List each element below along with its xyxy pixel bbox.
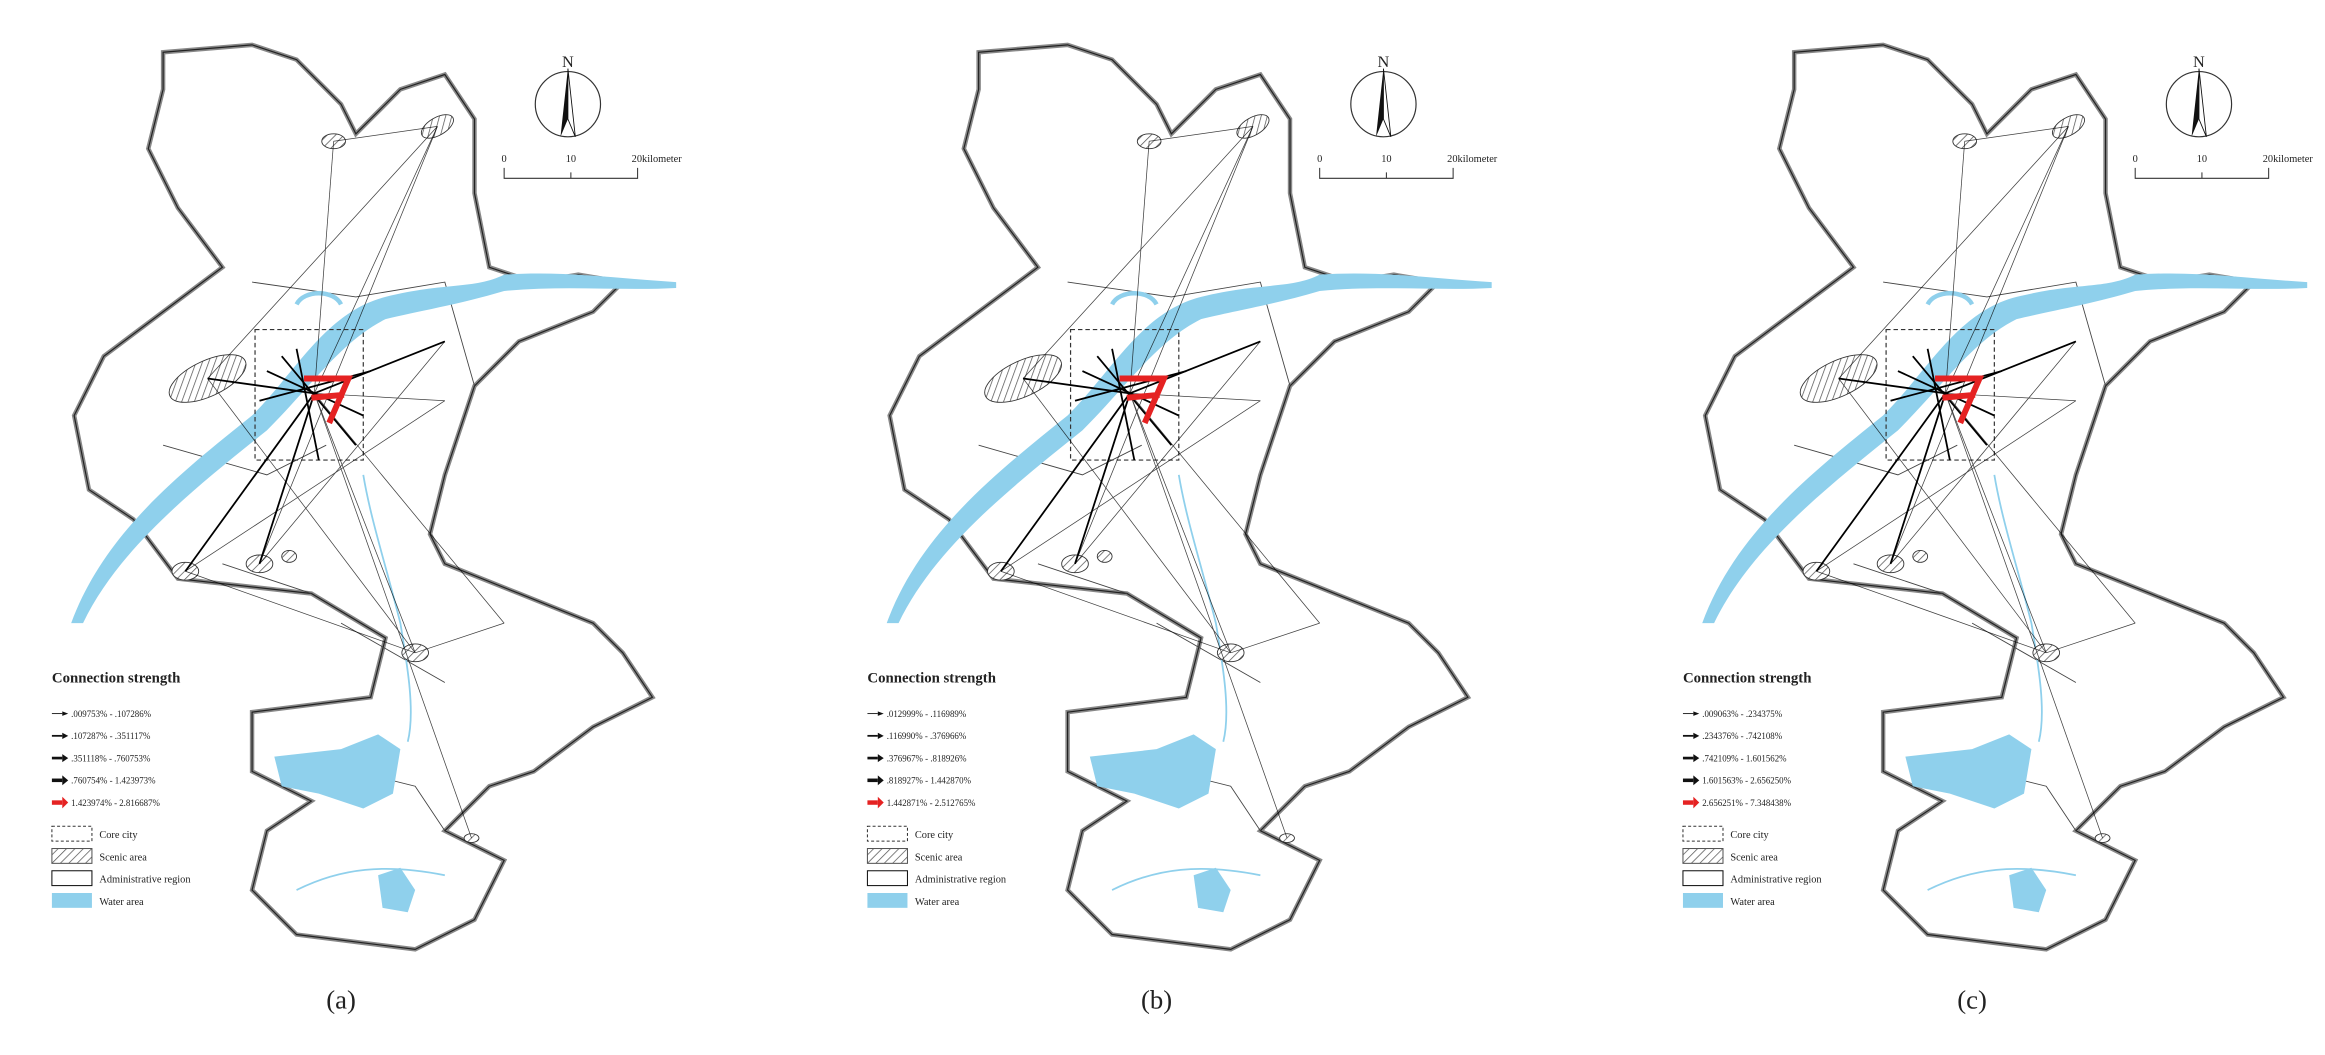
legend-range: .760754% - 1.423973%: [71, 776, 156, 786]
legend-arrow-head: [1693, 796, 1700, 809]
legend-symbol: [1682, 848, 1724, 864]
scale-bar: [503, 167, 639, 179]
legend-arrow-head: [1693, 754, 1700, 763]
scale-label: 10: [1381, 154, 1391, 165]
north-arrow: [2191, 68, 2199, 137]
north-label: N: [1378, 52, 1390, 71]
panel-caption: (b): [1141, 985, 1172, 1015]
legend-title: Connection strength: [1683, 670, 1812, 686]
legend-symbol: [51, 825, 93, 842]
north-label: N: [2193, 52, 2205, 71]
scale-label: 0: [502, 154, 507, 165]
legend-item: Scenic area: [99, 852, 147, 863]
legend-arrow-head: [877, 754, 884, 763]
legend-range: .742109% - 1.601562%: [1702, 753, 1787, 763]
legend-arrow-head: [877, 796, 884, 809]
legend-range: .009063% - .234375%: [1702, 709, 1782, 719]
legend-arrow-head: [1693, 732, 1700, 739]
legend-arrow-head: [877, 732, 884, 739]
legend-arrow-head: [62, 711, 69, 716]
north-arrow: [2198, 68, 2207, 137]
legend-arrow-head: [1693, 711, 1700, 716]
scale-label: 0: [1317, 154, 1322, 165]
legend-item: Scenic area: [915, 852, 963, 863]
legend-arrow-head: [62, 732, 69, 739]
legend-symbol: [866, 825, 908, 842]
legend-item: Water area: [915, 897, 960, 908]
map-panel: N 0 10 20kilometer Connection strength .00975…: [51, 45, 683, 1015]
scale-bar: [2134, 167, 2270, 179]
legend-symbol: [1682, 870, 1724, 887]
scale-label: 0: [2133, 154, 2138, 165]
legend-range: .009753% - .107286%: [71, 709, 151, 719]
scale-bar: [1319, 167, 1454, 179]
legend-item: Core city: [1730, 830, 1769, 841]
legend-symbol: [51, 848, 93, 864]
map: [1702, 45, 2307, 949]
legend-item: Administrative region: [1730, 875, 1822, 886]
legend-item: Scenic area: [1730, 852, 1778, 863]
scale-label: 10: [2197, 154, 2207, 165]
north-arrow: [1382, 68, 1392, 137]
legend-arrow-head: [62, 796, 69, 809]
legend-title: Connection strength: [52, 670, 181, 686]
legend-arrow-head: [877, 775, 884, 786]
legend-range: 1.601563% - 2.656250%: [1702, 776, 1791, 786]
panel-caption: (a): [326, 985, 356, 1015]
legend-item: Administrative region: [915, 875, 1007, 886]
legend-item: Administrative region: [99, 875, 191, 886]
north-arrow: [567, 68, 576, 137]
legend-item: Core city: [915, 830, 954, 841]
legend-symbol: [51, 870, 93, 887]
legend-item: Water area: [99, 897, 144, 908]
legend-range: .012999% - .116989%: [887, 709, 967, 719]
legend-symbol: [867, 893, 908, 908]
legend-arrow-head: [62, 754, 69, 763]
legend-range: 2.656251% - 7.348438%: [1702, 798, 1791, 808]
legend-symbol: [1682, 825, 1724, 842]
legend-symbol: [866, 870, 908, 887]
map-panel: N 0 10 20kilometer Connection strength .00906…: [1682, 45, 2314, 1015]
legend-arrow-head: [62, 775, 69, 786]
legend-range: .818927% - 1.442870%: [887, 776, 972, 786]
legend-symbol: [1682, 893, 1723, 908]
map: [71, 45, 676, 949]
scale-label: 20kilometer: [1447, 154, 1498, 165]
map-panel: N 0 10 20kilometer Connection strength .01299…: [866, 45, 1498, 1015]
legend-range: .116990% - .376966%: [887, 731, 967, 741]
legend-range: .351118% - .760753%: [71, 753, 151, 763]
legend-range: .376967% - .818926%: [887, 753, 967, 763]
legend-symbol: [866, 848, 908, 864]
legend-range: 1.423974% - 2.816687%: [71, 798, 160, 808]
scale-label: 20kilometer: [632, 154, 683, 165]
legend-range: .107287% - .351117%: [71, 731, 151, 741]
legend-item: Core city: [99, 830, 138, 841]
legend-title: Connection strength: [867, 670, 996, 686]
scale-label: 20kilometer: [2263, 154, 2314, 165]
scale-label: 10: [566, 154, 576, 165]
legend-arrow-head: [877, 711, 884, 716]
legend-symbol: [51, 893, 92, 908]
legend-item: Water area: [1730, 897, 1775, 908]
panel-caption: (c): [1957, 985, 1987, 1015]
map: [887, 45, 1492, 949]
legend-range: 1.442871% - 2.512765%: [887, 798, 976, 808]
north-label: N: [562, 52, 574, 71]
legend-arrow-head: [1693, 775, 1700, 786]
legend-range: .234376% - .742108%: [1702, 731, 1782, 741]
